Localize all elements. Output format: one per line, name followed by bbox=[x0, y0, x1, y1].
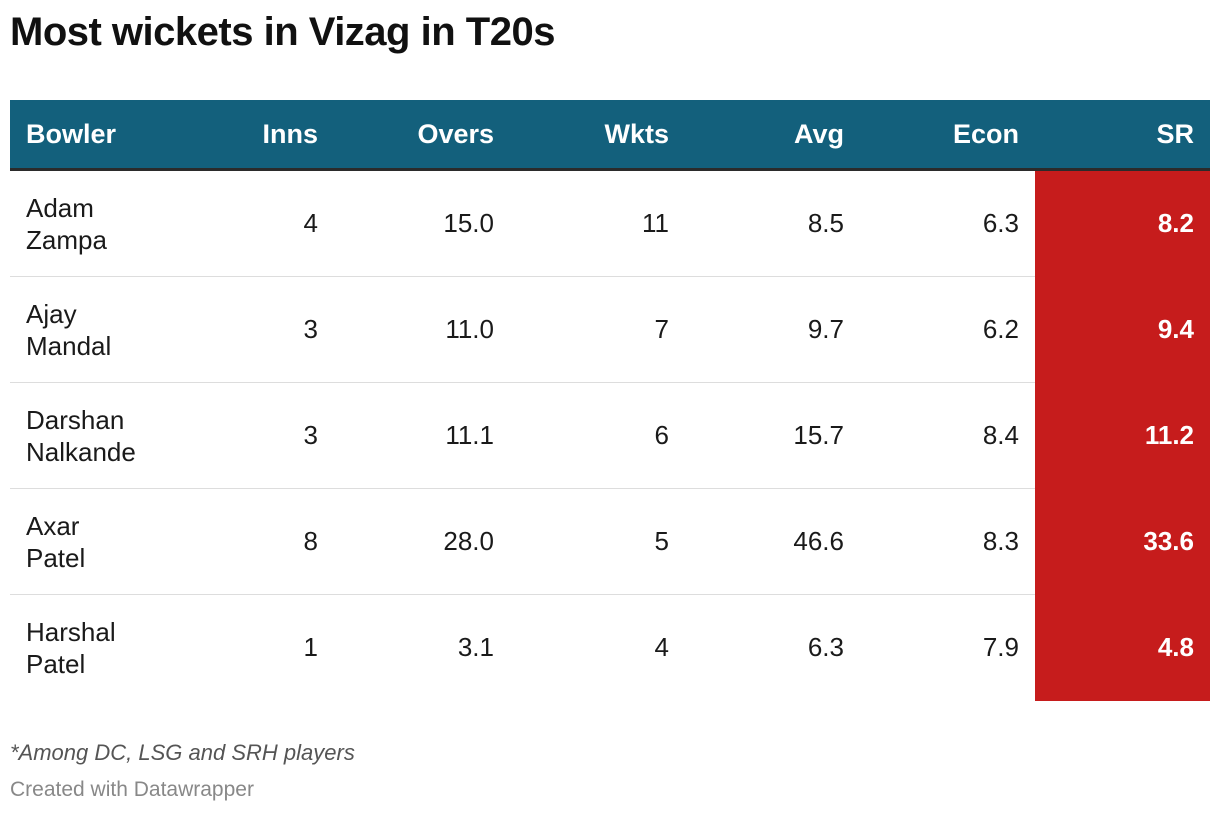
sr-cell: 33.6 bbox=[1035, 488, 1210, 595]
bowler-first-name: Ajay bbox=[26, 298, 77, 329]
bowler-first-name: Harshal bbox=[26, 616, 116, 647]
econ-cell: 6.2 bbox=[860, 276, 1035, 383]
econ-cell: 8.3 bbox=[860, 488, 1035, 595]
overs-cell: 15.0 bbox=[334, 169, 510, 277]
table-row: Axar Patel 8 28.0 5 46.6 8.3 33.6 bbox=[10, 488, 1210, 595]
table-row: Ajay Mandal 3 11.0 7 9.7 6.2 9.4 bbox=[10, 276, 1210, 383]
avg-cell: 8.5 bbox=[685, 169, 860, 277]
bowler-cell: Darshan Nalkande bbox=[10, 382, 193, 489]
overs-cell: 28.0 bbox=[334, 488, 510, 595]
bowler-cell: Harshal Patel bbox=[10, 595, 193, 701]
table-row: Harshal Patel 1 3.1 4 6.3 7.9 4.8 bbox=[10, 594, 1210, 701]
overs-cell: 3.1 bbox=[457, 632, 494, 663]
econ-cell: 6.3 bbox=[860, 169, 1035, 277]
bowler-last-name: Mandal bbox=[26, 330, 112, 361]
wkts-cell: 5 bbox=[510, 488, 685, 595]
avg-cell: 6.3 bbox=[807, 632, 844, 663]
bowler-first-name: Axar bbox=[26, 510, 80, 541]
bowler-first-name: Adam bbox=[26, 192, 94, 223]
wkts-cell: 4 bbox=[654, 632, 669, 663]
chart-title: Most wickets in Vizag in T20s bbox=[10, 10, 555, 54]
credit-link[interactable]: Created with Datawrapper bbox=[10, 778, 254, 801]
bowler-last-name: Patel bbox=[26, 542, 86, 573]
column-header-econ[interactable]: Econ bbox=[860, 100, 1035, 171]
inns-cell: 3 bbox=[193, 382, 334, 489]
inns-cell: 3 bbox=[193, 276, 334, 383]
bowler-cell: Axar Patel bbox=[10, 488, 193, 595]
inns-cell: 1 bbox=[303, 632, 318, 663]
header-row: Bowler Inns Overs Wkts Avg Econ SR bbox=[10, 100, 1210, 171]
sr-cell: 4.8 bbox=[1035, 594, 1210, 701]
bowler-cell: Ajay Mandal bbox=[10, 276, 193, 383]
bowler-last-name: Patel bbox=[26, 648, 86, 679]
avg-cell: 9.7 bbox=[685, 276, 860, 383]
sr-cell: 9.4 bbox=[1035, 276, 1210, 383]
bowler-cell: Adam Zampa bbox=[10, 169, 193, 277]
avg-cell: 15.7 bbox=[685, 382, 860, 489]
wkts-cell: 7 bbox=[510, 276, 685, 383]
bowler-last-name: Zampa bbox=[26, 224, 107, 255]
econ-cell: 7.9 bbox=[982, 632, 1019, 663]
column-header-inns[interactable]: Inns bbox=[193, 100, 334, 171]
econ-cell: 8.4 bbox=[860, 382, 1035, 489]
wickets-table: Bowler Inns Overs Wkts Avg Econ SR Adam Z… bbox=[10, 100, 1210, 701]
table-row: Adam Zampa 4 15.0 11 8.5 6.3 8.2 bbox=[10, 169, 1210, 277]
wkts-cell: 11 bbox=[510, 169, 685, 277]
overs-cell: 11.1 bbox=[334, 382, 510, 489]
column-header-avg[interactable]: Avg bbox=[685, 100, 860, 171]
wkts-cell: 6 bbox=[510, 382, 685, 489]
footnote: *Among DC, LSG and SRH players bbox=[10, 740, 355, 765]
avg-cell: 46.6 bbox=[685, 488, 860, 595]
column-header-wkts[interactable]: Wkts bbox=[510, 100, 685, 171]
bowler-first-name: Darshan bbox=[26, 404, 125, 435]
inns-cell: 4 bbox=[193, 169, 334, 277]
column-header-overs[interactable]: Overs bbox=[334, 100, 510, 171]
table-row: Darshan Nalkande 3 11.1 6 15.7 8.4 11.2 bbox=[10, 382, 1210, 489]
inns-cell: 8 bbox=[193, 488, 334, 595]
overs-cell: 11.0 bbox=[334, 276, 510, 383]
sr-cell: 11.2 bbox=[1035, 382, 1210, 489]
sr-cell: 8.2 bbox=[1035, 169, 1210, 277]
column-header-sr[interactable]: SR bbox=[1035, 100, 1210, 171]
column-header-bowler[interactable]: Bowler bbox=[10, 100, 193, 171]
bowler-last-name: Nalkande bbox=[26, 436, 136, 467]
